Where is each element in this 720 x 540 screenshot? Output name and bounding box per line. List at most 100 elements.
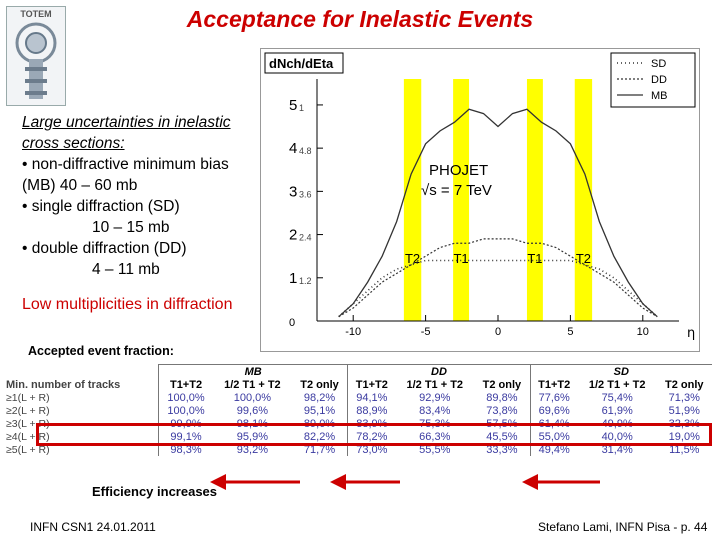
- totem-logo: TOTEM: [6, 6, 66, 106]
- table-cell: 61,9%: [601, 404, 633, 417]
- table-cell: 93,2%: [236, 443, 268, 456]
- table-cell: 99,1%: [158, 430, 213, 443]
- table-cell: 100,0%: [158, 391, 213, 404]
- table-cell: 98,3%: [158, 443, 213, 456]
- arrows-layer: [210, 474, 600, 490]
- series-line-sd: [338, 259, 658, 318]
- column-header: T1+T2: [347, 378, 396, 391]
- table-cell: 100,0%: [233, 391, 272, 404]
- table-row: ≥5(L + R) 98,3% 93,2% 71,7% 73,0% 55,5% 33,3% 4…: [4, 443, 712, 456]
- accepted-fraction-label: Accepted event fraction:: [28, 344, 174, 358]
- table-cell: 55,5%: [419, 443, 451, 456]
- arrow-head-icon: [210, 474, 226, 490]
- list-item: • single diffraction (SD): [22, 198, 180, 215]
- table-cell: 98,2%: [303, 391, 336, 404]
- table-cell: 94,1%: [347, 391, 396, 404]
- column-header: 1/2 T1 + T2: [224, 378, 281, 391]
- list-item: • non-diffractive minimum bias (MB) 40 –…: [22, 156, 229, 194]
- y-tick-label: 0: [289, 317, 295, 329]
- table-cell: 66,3%: [419, 430, 451, 443]
- table-cell: 99,6%: [236, 404, 268, 417]
- group-header: SD: [529, 364, 712, 378]
- plot-ylabel: dNch/dEta: [269, 56, 334, 71]
- y-tick-label: 1: [289, 270, 297, 287]
- table-row: ≥1(L + R) 100,0% 100,0% 98,2% 94,1% 92,9% 89,8…: [4, 391, 712, 404]
- group-header: MB: [158, 364, 348, 378]
- slide-title: Acceptance for Inelastic Events: [186, 6, 534, 32]
- dndeta-plot: dNch/dEta SD DD MB T2 T1 T1 T2 -10 -5 0 5 10 0 1 2 3 4…: [260, 48, 700, 352]
- table-cell: 77,6%: [529, 391, 578, 404]
- x-tick-label: -10: [345, 326, 361, 338]
- column-header: T2 only: [665, 378, 704, 391]
- table-cell: 100,0%: [158, 404, 213, 417]
- table-cell: 95,9%: [236, 430, 268, 443]
- plot-legend: [610, 52, 696, 108]
- y-tick-label: 2: [289, 227, 297, 244]
- table-cell: 88,9%: [347, 404, 396, 417]
- detector-label: T1: [527, 251, 542, 266]
- x-tick-label: 0: [495, 326, 501, 338]
- energy-label: √s = 7 TeV: [421, 182, 492, 199]
- table-cell: 92,9%: [419, 391, 451, 404]
- generator-label: PHOJET: [429, 162, 488, 179]
- table-cell: 45,5%: [486, 430, 518, 443]
- list-item: 10 – 15 mb: [92, 219, 170, 236]
- legend-entry: MB: [651, 90, 668, 102]
- legend-entry: SD: [651, 58, 666, 70]
- column-header: T2 only: [300, 378, 339, 391]
- table-cell: 40,0%: [601, 430, 633, 443]
- y-tick-secondary-label: 1.2: [299, 276, 312, 286]
- table-cell: 33,3%: [486, 443, 518, 456]
- detector-band: [574, 79, 593, 321]
- x-axis-label: η: [687, 326, 695, 341]
- arrow-head-icon: [522, 474, 538, 490]
- y-tick-secondary-label: 4.8: [299, 146, 312, 156]
- footer-right: Stefano Lami, INFN Pisa - p. 44: [538, 520, 708, 534]
- group-header: DD: [347, 364, 531, 378]
- logo-emblem-icon: [15, 22, 57, 99]
- table-cell: 49,4%: [529, 443, 578, 456]
- y-tick-label: 4: [289, 140, 297, 157]
- table-cell: 83,4%: [419, 404, 451, 417]
- table-row: ≥4(L + R) 99,1% 95,9% 82,2% 78,2% 66,3% 45,5% 5…: [4, 430, 712, 443]
- acceptance-table: MB DD SD Min. number of tracks T1+T2 1/2 …: [4, 364, 712, 456]
- detector-band: [403, 79, 422, 321]
- corner-label: Min. number of tracks: [6, 378, 121, 391]
- y-tick-label: 3: [289, 183, 297, 200]
- logo-text: TOTEM: [20, 9, 52, 19]
- table-cell: 69,6%: [529, 404, 578, 417]
- arrow-head-icon: [330, 474, 346, 490]
- table-cell: 95,1%: [303, 404, 336, 417]
- table-cell: 78,2%: [347, 430, 396, 443]
- efficiency-label: Efficiency increases: [92, 484, 218, 499]
- detector-band: [453, 79, 470, 321]
- column-header: 1/2 T1 + T2: [406, 378, 464, 391]
- table-cell: 19,0%: [668, 430, 700, 443]
- table-cell: 11,5%: [669, 443, 700, 456]
- y-tick-secondary-label: 1: [299, 103, 304, 113]
- detector-band: [526, 79, 543, 321]
- table-cell: 55,0%: [529, 430, 578, 443]
- highlight-box: [36, 423, 712, 446]
- x-tick-label: 5: [567, 326, 573, 338]
- table-cell: 73,8%: [486, 404, 518, 417]
- footer-left: INFN CSN1 24.01.2011: [30, 520, 156, 534]
- column-header: T1+T2: [529, 378, 578, 391]
- detector-label: T1: [453, 251, 468, 266]
- x-tick-label: 10: [637, 326, 649, 338]
- list-item: 4 – 11 mb: [92, 261, 160, 278]
- y-tick-secondary-label: 3.6: [299, 189, 312, 199]
- y-tick-label: 5: [289, 97, 297, 114]
- table-cell: 75,4%: [601, 391, 633, 404]
- x-tick-label: -5: [421, 326, 431, 338]
- row-label: ≥2(L + R): [6, 404, 50, 417]
- series-line-mb: [338, 108, 658, 318]
- legend-entry: DD: [651, 74, 667, 86]
- series-line-dd: [338, 238, 658, 318]
- table-cell: 71,3%: [668, 391, 700, 404]
- column-header: T2 only: [482, 378, 522, 391]
- detector-label: T2: [405, 251, 420, 266]
- table-cell: 51,9%: [668, 404, 700, 417]
- row-label: ≥5(L + R): [6, 443, 50, 456]
